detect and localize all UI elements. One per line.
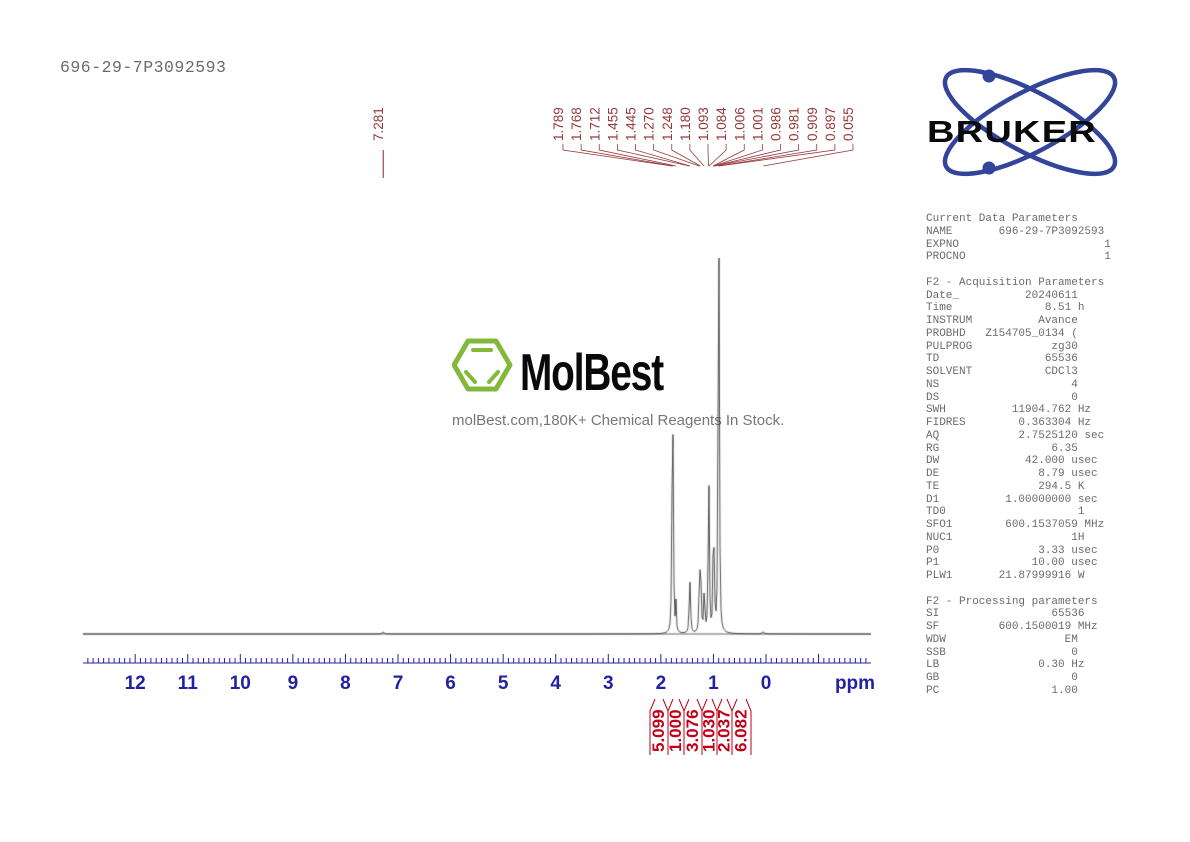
svg-text:0.909: 0.909 bbox=[805, 107, 820, 141]
svg-text:12: 12 bbox=[125, 673, 146, 694]
svg-text:1.006: 1.006 bbox=[732, 107, 747, 141]
svg-text:10: 10 bbox=[230, 673, 251, 694]
svg-text:3: 3 bbox=[603, 673, 614, 694]
svg-text:1.001: 1.001 bbox=[750, 107, 765, 141]
svg-text:9: 9 bbox=[288, 673, 299, 694]
svg-text:0.981: 0.981 bbox=[787, 107, 802, 141]
svg-text:1.712: 1.712 bbox=[587, 107, 602, 141]
svg-text:11: 11 bbox=[178, 673, 199, 694]
svg-text:4: 4 bbox=[550, 673, 561, 694]
svg-text:1.768: 1.768 bbox=[569, 107, 584, 141]
svg-text:6.082: 6.082 bbox=[732, 709, 751, 752]
svg-text:ppm: ppm bbox=[835, 673, 875, 694]
svg-text:6: 6 bbox=[445, 673, 456, 694]
svg-text:1.789: 1.789 bbox=[551, 107, 566, 141]
svg-text:1.084: 1.084 bbox=[714, 107, 729, 141]
svg-text:0: 0 bbox=[761, 673, 772, 694]
svg-text:7.281: 7.281 bbox=[371, 107, 386, 141]
svg-text:1.270: 1.270 bbox=[642, 107, 657, 141]
svg-text:1.455: 1.455 bbox=[605, 107, 620, 141]
svg-text:2: 2 bbox=[656, 673, 667, 694]
svg-text:1.248: 1.248 bbox=[660, 107, 675, 141]
svg-text:5: 5 bbox=[498, 673, 509, 694]
svg-text:0.055: 0.055 bbox=[841, 107, 856, 141]
svg-text:1.445: 1.445 bbox=[624, 107, 639, 141]
svg-text:8: 8 bbox=[340, 673, 351, 694]
svg-text:0.986: 0.986 bbox=[769, 107, 784, 141]
svg-text:7: 7 bbox=[393, 673, 404, 694]
svg-text:0.897: 0.897 bbox=[823, 107, 838, 141]
svg-text:1.180: 1.180 bbox=[678, 107, 693, 141]
svg-text:1.093: 1.093 bbox=[696, 107, 711, 141]
svg-text:1: 1 bbox=[708, 673, 719, 694]
